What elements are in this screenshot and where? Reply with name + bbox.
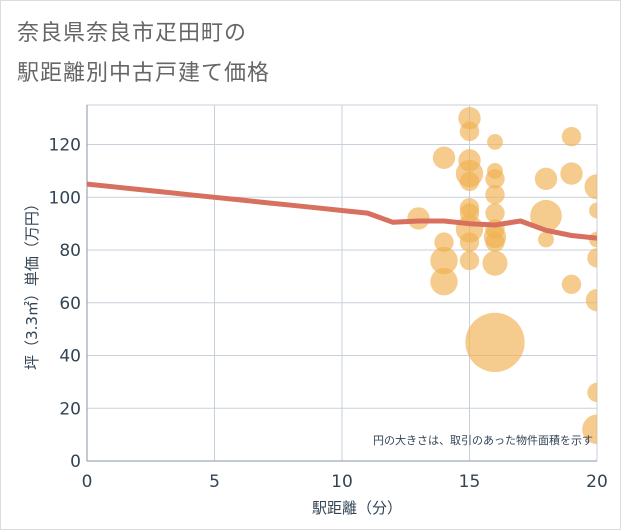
bubble: [485, 203, 505, 223]
bubble: [587, 382, 597, 403]
chart-title-line-1: 奈良県奈良市疋田町の: [17, 21, 248, 46]
bubble: [538, 231, 554, 248]
bubble: [432, 146, 456, 169]
bubble: [430, 246, 458, 275]
x-axis-ticks: 0 5 10 15 20: [82, 472, 608, 492]
bubble: [561, 274, 582, 295]
bubble: [534, 167, 558, 191]
y-tick-label: 100: [49, 188, 81, 208]
y-axis-ticks: 0 20 40 60 80 100 120: [49, 136, 81, 472]
bubble: [459, 250, 480, 271]
bubble: [485, 232, 505, 252]
x-tick-label: 10: [331, 472, 353, 492]
bubble: [582, 414, 597, 445]
trend-line: [87, 181, 597, 241]
bubble: [587, 248, 597, 268]
bubble: [561, 126, 582, 147]
x-axis-title: 駅距離（分）: [312, 499, 402, 517]
y-tick-label: 120: [49, 136, 81, 156]
y-tick-label: 0: [70, 452, 81, 472]
bubble: [485, 169, 505, 189]
y-tick-label: 80: [59, 241, 81, 261]
chart-note: 円の大きさは、取引のあった物件面積を示す: [373, 433, 593, 447]
bubble: [487, 133, 503, 150]
bubble: [430, 267, 458, 296]
bubble: [530, 199, 562, 232]
bubble: [434, 232, 454, 252]
bubble: [407, 207, 430, 230]
bubble: [560, 162, 583, 185]
x-tick-label: 20: [586, 472, 608, 492]
bubble: [459, 232, 480, 252]
chart-title-line-2: 駅距離別中古戸建て価格: [17, 61, 271, 86]
y-tick-label: 20: [59, 399, 81, 419]
bubble: [459, 171, 480, 192]
bubble: [584, 174, 597, 200]
y-axis-title: 坪（3.3㎡）単価（万円）: [23, 196, 41, 370]
x-tick-label: 0: [82, 472, 93, 492]
x-tick-label: 5: [209, 472, 220, 492]
bubble: [482, 250, 508, 276]
bubble: [485, 184, 505, 205]
y-tick-label: 60: [59, 294, 81, 314]
bubble: [459, 121, 480, 142]
bubble: [465, 312, 525, 372]
y-tick-label: 40: [59, 347, 81, 367]
bubbles: [407, 106, 597, 445]
x-tick-label: 15: [459, 472, 481, 492]
trend-line-group: [87, 181, 597, 241]
bubble: [589, 202, 597, 219]
bubble: [585, 288, 597, 312]
